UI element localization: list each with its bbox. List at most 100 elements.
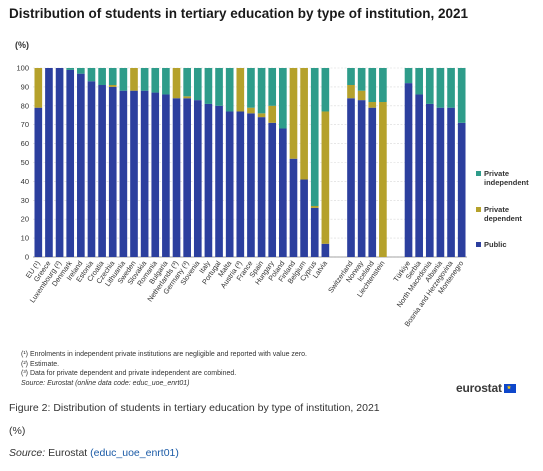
bar-public (183, 98, 191, 258)
bar-private-independent (404, 68, 413, 84)
figure-caption: Figure 2: Distribution of students in te… (9, 402, 380, 414)
bar-public (204, 103, 213, 257)
bar-private-dependent (247, 107, 255, 114)
bar-private-dependent (289, 68, 298, 159)
bar-public (55, 68, 64, 257)
bar-private-independent (257, 68, 266, 114)
bar-public (98, 85, 106, 257)
bar-public (66, 69, 75, 257)
bar-private-dependent (368, 102, 377, 108)
bar-private-independent (321, 68, 330, 112)
bar-private-independent (379, 68, 387, 103)
bar-private-dependent (321, 111, 330, 244)
bar-private-independent (87, 68, 96, 82)
bar-private-dependent (357, 90, 366, 101)
bar-private-independent (357, 68, 366, 91)
y-tick-label: 70 (21, 120, 29, 129)
bar-private-independent (457, 68, 466, 123)
bar-public (193, 100, 202, 257)
bar-private-dependent (172, 68, 181, 99)
bar-public (162, 94, 170, 258)
chart-unit: (%) (15, 40, 29, 50)
bar-private-independent (151, 68, 160, 93)
eurostat-logo: eurostat ★ (456, 381, 516, 395)
bar-private-independent (447, 68, 455, 108)
y-tick-label: 0 (25, 253, 29, 262)
bar-private-dependent (300, 68, 308, 180)
bar-public (368, 107, 377, 257)
legend-label: Private (484, 169, 509, 178)
source-note: Source: Eurostat (online data code: educ… (21, 379, 190, 387)
bar-public (447, 107, 455, 257)
bar-public (425, 103, 434, 257)
bar-public (279, 128, 287, 257)
bar-private-independent (347, 68, 355, 86)
bar-public (289, 158, 298, 257)
bar-public (130, 90, 138, 258)
legend-label: independent (484, 178, 529, 187)
bar-private-independent (247, 68, 255, 108)
bar-public (87, 81, 96, 257)
legend-label: Public (484, 240, 507, 249)
y-tick-label: 10 (21, 234, 29, 243)
bar-public (247, 113, 255, 257)
legend-swatch (476, 171, 481, 176)
footnote-1: (¹) Enrolments in independent private in… (21, 351, 307, 358)
bar-public (108, 86, 117, 258)
y-tick-label: 30 (21, 196, 29, 205)
bar-private-independent (77, 68, 85, 74)
bar-public (404, 83, 413, 258)
y-tick-label: 90 (21, 82, 29, 91)
bar-public (151, 92, 160, 257)
bar-public (457, 122, 466, 257)
bar-private-independent (162, 68, 170, 95)
bar-private-independent (204, 68, 213, 104)
eu-flag-icon: ★ (503, 384, 516, 393)
y-tick-label: 50 (21, 158, 29, 167)
bar-private-independent (425, 68, 434, 104)
bar-private-independent (415, 68, 423, 95)
y-tick-label: 60 (21, 139, 29, 148)
y-tick-label: 80 (21, 101, 29, 110)
figure-unit: (%) (9, 425, 26, 437)
bar-public (172, 98, 181, 258)
bar-private-independent (119, 68, 128, 91)
bar-private-independent (268, 68, 277, 106)
bar-private-dependent (236, 68, 245, 112)
bar-public (45, 68, 53, 257)
bar-private-independent (66, 68, 75, 70)
y-tick-label: 100 (16, 64, 29, 73)
bar-public (347, 98, 355, 258)
bar-public (300, 179, 308, 257)
bar-private-dependent (347, 85, 355, 99)
bar-public (415, 94, 423, 258)
bar-public (236, 111, 245, 257)
bar-private-dependent (34, 68, 43, 108)
bar-private-independent (98, 68, 106, 86)
bar-public (436, 107, 445, 257)
chart-title: Distribution of students in tertiary edu… (9, 6, 469, 21)
bar-public (257, 117, 266, 257)
bar-private-dependent (130, 68, 138, 91)
y-tick-label: 20 (21, 215, 29, 224)
bar-private-independent (108, 68, 117, 86)
bar-private-independent (225, 68, 234, 112)
bar-private-dependent (379, 102, 387, 258)
bar-private-independent (310, 68, 319, 206)
y-tick-label: 40 (21, 177, 29, 186)
bar-public (268, 122, 277, 257)
bar-private-independent (436, 68, 445, 108)
bar-private-dependent (257, 113, 266, 118)
bar-public (321, 243, 330, 257)
footnotes: (¹) Enrolments in independent private in… (21, 350, 307, 388)
legend-label: Private (484, 205, 509, 214)
bar-private-dependent (108, 85, 117, 87)
bar-public (310, 207, 319, 257)
bar-private-dependent (183, 96, 191, 99)
bar-private-independent (193, 68, 202, 101)
bar-private-dependent (268, 105, 277, 123)
source-link[interactable]: (educ_uoe_enrt01) (90, 447, 179, 459)
bar-private-independent (279, 68, 287, 129)
source-label: Source: (9, 447, 46, 459)
